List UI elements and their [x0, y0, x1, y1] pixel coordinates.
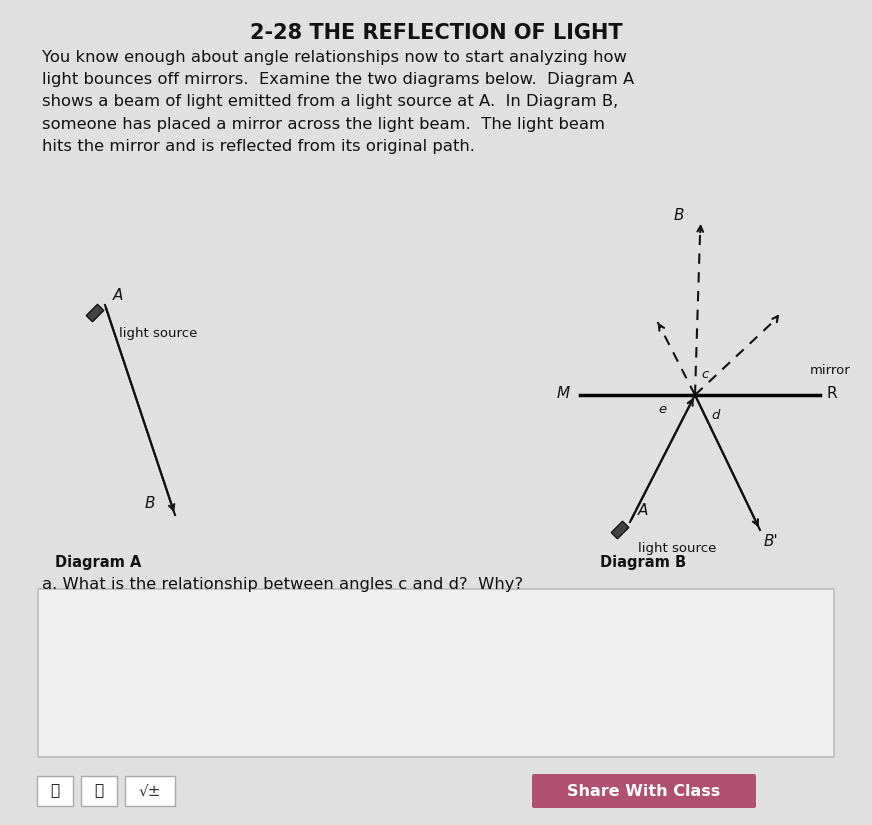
Text: Share With Class: Share With Class: [568, 784, 720, 799]
Text: √±: √±: [139, 784, 161, 799]
Text: B': B': [764, 534, 779, 549]
Text: Diagram A: Diagram A: [55, 555, 141, 570]
FancyBboxPatch shape: [81, 776, 117, 806]
Text: light source: light source: [119, 327, 197, 340]
Text: d: d: [711, 409, 719, 422]
Text: c: c: [701, 368, 708, 381]
Text: 2-28 THE REFLECTION OF LIGHT: 2-28 THE REFLECTION OF LIGHT: [249, 23, 623, 43]
Text: e: e: [659, 403, 667, 416]
FancyBboxPatch shape: [532, 774, 756, 808]
Text: B: B: [673, 208, 684, 223]
Polygon shape: [86, 304, 104, 322]
Text: Diagram B: Diagram B: [600, 555, 686, 570]
Text: M: M: [557, 386, 570, 402]
Text: a. What is the relationship between angles c and d?  Why?: a. What is the relationship between angl…: [42, 577, 523, 592]
Polygon shape: [611, 521, 629, 539]
Text: 🎤: 🎤: [94, 784, 104, 799]
FancyBboxPatch shape: [125, 776, 175, 806]
FancyBboxPatch shape: [38, 589, 834, 757]
Text: A: A: [638, 503, 649, 518]
FancyBboxPatch shape: [37, 776, 73, 806]
Text: B: B: [145, 496, 155, 511]
Text: mirror: mirror: [810, 364, 851, 377]
Text: You know enough about angle relationships now to start analyzing how
light bounc: You know enough about angle relationship…: [42, 50, 634, 153]
Text: A: A: [113, 288, 123, 303]
Text: light source: light source: [638, 542, 717, 555]
Text: R: R: [826, 386, 836, 402]
Text: 🖼: 🖼: [51, 784, 59, 799]
